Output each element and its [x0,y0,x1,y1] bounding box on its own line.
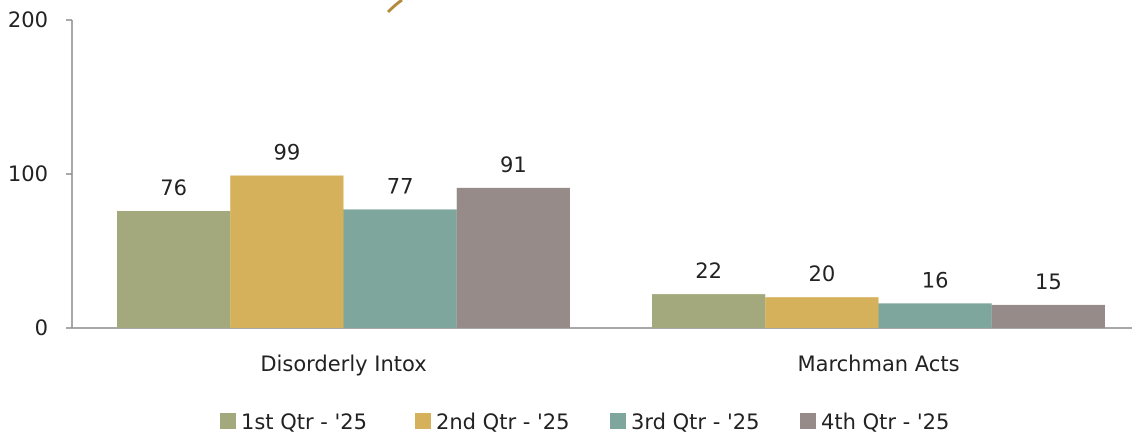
category-label: Disorderly Intox [260,352,426,376]
bar [991,304,1105,328]
bar [652,294,766,328]
legend-label: 1st Qtr - '25 [241,410,367,434]
y-tick-label: 0 [35,316,48,340]
category-label: Marchman Acts [797,352,959,376]
legend-label: 2nd Qtr - '25 [436,410,570,434]
data-label: 99 [274,141,301,165]
bar [765,297,879,328]
legend-label: 3rd Qtr - '25 [631,410,759,434]
bar [343,209,457,328]
data-label: 22 [695,259,722,283]
bar [117,210,231,328]
legend-swatch [800,413,816,429]
y-tick-label: 100 [8,162,48,186]
bar [456,187,570,328]
y-tick-label: 200 [8,8,48,32]
legend-swatch [610,413,626,429]
data-label: 77 [387,174,414,198]
data-label: 16 [922,268,949,292]
decorative-swash [386,0,403,14]
legend-swatch [220,413,236,429]
legend-swatch [415,413,431,429]
data-label: 76 [160,176,187,200]
legend-label: 4th Qtr - '25 [821,410,949,434]
bar [230,175,344,328]
data-label: 91 [500,153,527,177]
data-label: 20 [809,262,836,286]
data-label: 15 [1035,270,1062,294]
bar [878,303,992,328]
